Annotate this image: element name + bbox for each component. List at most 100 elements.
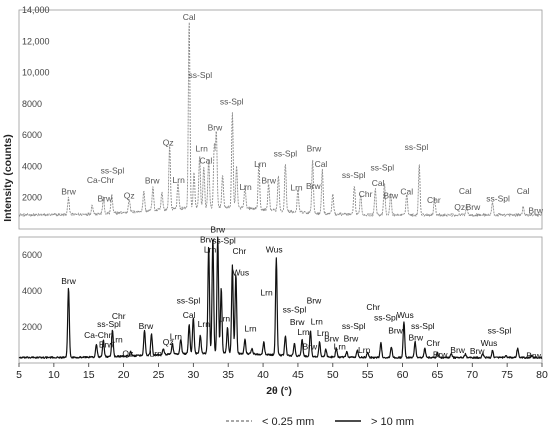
peak-label: Brw xyxy=(450,345,466,355)
peak-label: ss-Spl xyxy=(374,313,398,323)
peak-label: Cal xyxy=(183,310,196,320)
peak-label: Cal xyxy=(517,186,530,196)
peak-label: Brw xyxy=(208,122,224,132)
bottom-panel-frame xyxy=(18,236,543,364)
peak-label: Brw xyxy=(383,190,399,200)
peak-label: Cal xyxy=(372,178,385,188)
peak-label: Brw xyxy=(302,342,318,352)
peak-label: Cal xyxy=(183,12,196,22)
legend: < 0.25 mm > 10 mm xyxy=(226,416,414,428)
peak-label: Wus xyxy=(481,338,498,348)
peak-label: Brw xyxy=(388,325,404,335)
peak-label: Brw xyxy=(290,317,306,327)
peak-label: Lrn xyxy=(297,327,310,337)
x-tick-label: 45 xyxy=(292,369,304,381)
peak-label: Brw xyxy=(139,321,155,331)
peak-label: Brw xyxy=(408,333,424,343)
peak-label: Qz xyxy=(163,137,174,147)
peak-label: Lrn xyxy=(170,332,183,342)
top-y-tick-label: 14,000 xyxy=(22,5,50,15)
peak-label: Wus xyxy=(266,244,283,254)
peak-label: Ca-Chr xyxy=(84,330,112,340)
peak-label: Brw xyxy=(200,234,216,244)
x-axis: 5 10 15 20 25 30 35 40 45 50 55 60 65 70 75 80 xyxy=(16,363,548,381)
x-tick-label: 60 xyxy=(397,369,409,381)
bottom-y-tick-label: 2000 xyxy=(22,322,42,332)
x-tick-label: 55 xyxy=(362,369,374,381)
peak-label: Brw xyxy=(97,194,113,204)
top-y-tick-label: 12,000 xyxy=(22,36,50,46)
x-tick-label: 65 xyxy=(432,369,444,381)
peak-label: Wus xyxy=(232,268,249,278)
y-axis-title: Intensity (counts) xyxy=(2,134,14,222)
peak-label: Chr xyxy=(366,302,380,312)
peak-label: ss-Spl xyxy=(274,148,298,158)
peak-label: ss-Spl xyxy=(212,235,236,245)
peak-label: Lrn xyxy=(290,183,303,193)
peak-label: Brw xyxy=(528,205,544,215)
series-line-fine xyxy=(18,21,543,217)
legend-label: > 10 mm xyxy=(371,416,414,428)
x-tick-label: 80 xyxy=(536,369,548,381)
x-tick-label: 25 xyxy=(153,369,165,381)
bottom-y-tick-label: 4000 xyxy=(22,286,42,296)
top-panel: 2000 4000 6000 8000 10,000 12,000 14,000 Brw Ca-… xyxy=(18,5,544,230)
peak-label: Lrn xyxy=(311,316,324,326)
peak-label: Lrn xyxy=(204,244,217,254)
peak-label: Lrn xyxy=(150,349,163,359)
peak-label: Brw xyxy=(433,350,449,360)
peak-label: Brw xyxy=(344,333,360,343)
x-tick-label: 70 xyxy=(466,369,478,381)
top-y-tick-label: 6000 xyxy=(22,130,42,140)
peak-label: Brw xyxy=(210,225,226,235)
peak-label: Cal xyxy=(315,159,328,169)
series-line-coarse xyxy=(18,236,543,359)
peak-label: ss-Spl xyxy=(342,170,366,180)
top-y-tick-label: 2000 xyxy=(22,193,42,203)
peak-label: Qz xyxy=(454,202,465,212)
peak-label: ss-Spl xyxy=(220,97,244,107)
peak-label: ss-Spl xyxy=(411,321,435,331)
x-tick-label: 75 xyxy=(501,369,513,381)
peak-label: Cal xyxy=(459,186,472,196)
peak-label: Chr xyxy=(233,246,247,256)
peak-label: ss-Spl xyxy=(177,296,201,306)
peak-label: Chr xyxy=(359,189,373,199)
peak-label: Wus xyxy=(397,310,414,320)
peak-label: ss-Spl xyxy=(486,194,510,204)
peak-label: ss-Spl xyxy=(188,70,212,80)
x-tick-label: 35 xyxy=(222,369,234,381)
peak-label: Cal xyxy=(200,155,213,165)
peak-label: Chr xyxy=(426,338,440,348)
peak-label: Lrn xyxy=(196,144,209,154)
peak-label: Brw xyxy=(307,296,323,306)
peak-label: Ca-Chr xyxy=(87,175,115,185)
x-tick-label: 10 xyxy=(48,369,60,381)
peak-label: Brw xyxy=(470,346,486,356)
bottom-y-tick-label: 6000 xyxy=(22,250,42,260)
peak-label: Brw xyxy=(99,340,115,350)
top-panel-frame xyxy=(18,9,543,230)
peak-label: Brw xyxy=(261,176,277,186)
peak-label: Lrn xyxy=(358,345,371,355)
x-tick-label: 30 xyxy=(187,369,199,381)
top-y-tick-label: 8000 xyxy=(22,99,42,109)
peak-label: Lrn xyxy=(239,182,252,192)
peak-label: Lrn xyxy=(260,288,273,298)
peak-label: ss-Spl xyxy=(342,321,366,331)
peak-label: Lrn xyxy=(244,324,257,334)
peak-label: Lrn xyxy=(218,314,231,324)
x-tick-label: 20 xyxy=(118,369,130,381)
peak-label: ss-Spl xyxy=(488,325,512,335)
peak-label: Brw xyxy=(324,333,340,343)
peak-label: Chr xyxy=(427,195,441,205)
peak-label: Brw xyxy=(61,276,77,286)
peak-label: Brw xyxy=(306,181,322,191)
x-tick-label: 15 xyxy=(83,369,95,381)
peak-label: ss-Spl xyxy=(101,165,125,175)
peak-label: Chr xyxy=(112,311,126,321)
peak-label: ss-Spl xyxy=(97,319,121,329)
x-tick-label: 50 xyxy=(327,369,339,381)
x-tick-label: 40 xyxy=(257,369,269,381)
peak-label: Brw xyxy=(145,176,161,186)
